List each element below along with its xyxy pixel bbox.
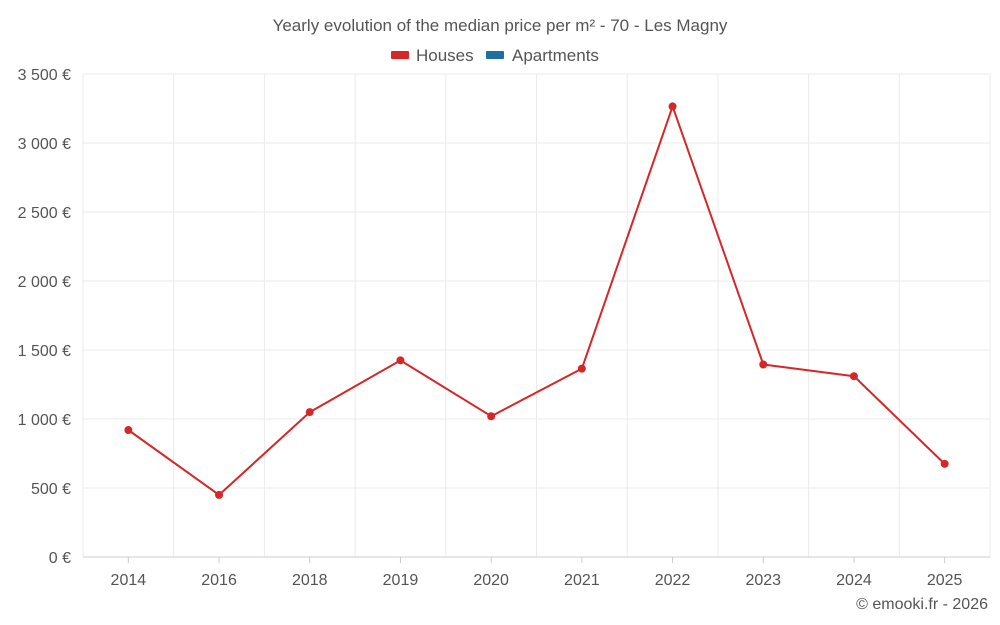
x-tick-label: 2014 xyxy=(111,572,147,589)
legend-swatch-apartments xyxy=(486,51,504,59)
data-point-houses-2021[interactable] xyxy=(577,364,586,373)
y-tick-label: 2 000 € xyxy=(18,274,71,291)
x-axis-labels: 2014 2016 2018 2019 2020 2021 2022 2023 2024 2025 xyxy=(111,557,963,589)
x-tick-label: 2019 xyxy=(383,572,419,589)
legend-swatch-houses xyxy=(391,51,409,59)
x-tick-label: 2021 xyxy=(564,572,600,589)
legend: Houses Apartments xyxy=(391,46,599,65)
y-tick-label: 2 500 € xyxy=(18,205,71,222)
x-tick-label: 2016 xyxy=(201,572,237,589)
series-houses xyxy=(124,102,949,499)
y-tick-label: 1 000 € xyxy=(18,412,71,429)
data-point-houses-2023[interactable] xyxy=(759,360,768,369)
data-point-houses-2016[interactable] xyxy=(215,490,224,499)
x-tick-label: 2018 xyxy=(292,572,328,589)
data-point-houses-2018[interactable] xyxy=(305,408,314,417)
y-tick-label: 500 € xyxy=(31,481,71,498)
credit-text: © emooki.fr - 2026 xyxy=(856,596,988,613)
x-tick-label: 2020 xyxy=(473,572,509,589)
data-point-houses-2019[interactable] xyxy=(396,356,405,365)
x-tick-label: 2024 xyxy=(836,572,872,589)
y-tick-label: 0 € xyxy=(49,550,71,567)
y-axis-labels: 0 € 500 € 1 000 € 1 500 € 2 000 € 2 500 € 3 00… xyxy=(18,67,71,567)
x-tick-label: 2023 xyxy=(745,572,781,589)
x-tick-label: 2025 xyxy=(927,572,963,589)
chart-title: Yearly evolution of the median price per… xyxy=(273,16,728,35)
data-point-houses-2025[interactable] xyxy=(940,459,949,468)
x-tick-label: 2022 xyxy=(655,572,691,589)
series-line-houses xyxy=(127,105,946,496)
gridlines xyxy=(82,73,991,557)
legend-item-houses[interactable]: Houses xyxy=(391,46,474,65)
data-point-houses-2024[interactable] xyxy=(849,372,858,381)
legend-label-houses: Houses xyxy=(416,46,474,65)
y-tick-label: 1 500 € xyxy=(18,343,71,360)
data-point-houses-2020[interactable] xyxy=(487,412,496,421)
legend-label-apartments: Apartments xyxy=(512,46,599,65)
data-point-houses-2022[interactable] xyxy=(668,102,677,111)
y-tick-label: 3 500 € xyxy=(18,67,71,84)
y-tick-label: 3 000 € xyxy=(18,136,71,153)
data-point-houses-2014[interactable] xyxy=(124,426,133,435)
legend-item-apartments[interactable]: Apartments xyxy=(486,46,599,65)
